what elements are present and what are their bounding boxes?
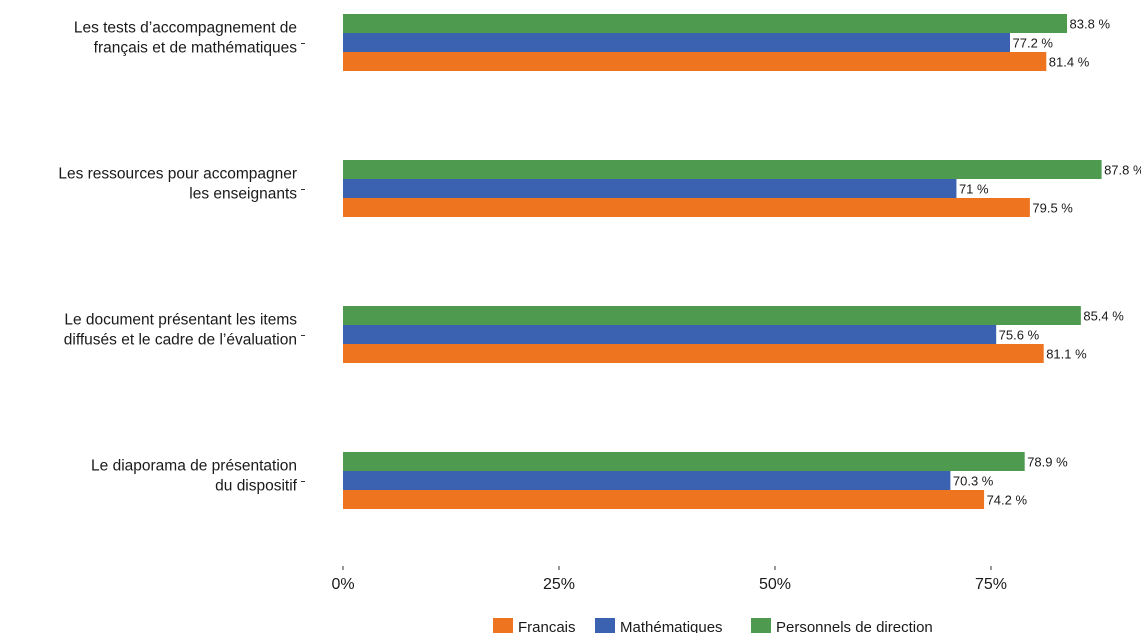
bar-mathématiques-1 [343,179,957,198]
legend-swatch-mathématiques [595,618,615,633]
data-label-background [957,181,989,197]
data-label: 81.4 % [1049,55,1090,70]
data-label-background [1102,162,1141,178]
category-label: Le document présentant les items [64,312,297,329]
x-axis: 0% 25% 50% 75% [331,566,1007,593]
data-label: 70.3 % [953,474,994,489]
data-label-background [1081,308,1128,324]
bar-personnels-de-direction-2 [343,306,1081,325]
data-label: 87.8 % [1104,163,1141,178]
legend-label: Personnels de direction [776,619,933,633]
category-label: Les ressources pour accompagner [58,166,297,183]
data-label: 78.9 % [1027,455,1068,470]
category-label: Les tests d’accompagnement de [74,20,297,37]
bar-personnels-de-direction-0 [343,14,1068,33]
data-label-background [1044,346,1091,362]
x-tick-label: 75% [975,576,1007,593]
data-label-background [1047,54,1093,70]
legend-label: Francais [518,619,576,633]
legend: Francais Mathématiques Personnels de direc… [493,618,933,633]
data-label-background [1030,200,1077,216]
x-tick-label: 0% [331,576,354,593]
legend-swatch-francais [493,618,513,633]
bar-personnels-de-direction-3 [343,452,1025,471]
legend-label: Mathématiques [620,619,723,633]
data-label: 85.4 % [1083,309,1124,324]
data-label-background [1011,35,1057,51]
data-label: 71 % [959,182,989,197]
data-label: 74.2 % [987,493,1028,508]
x-tick-label: 50% [759,576,791,593]
bar-mathématiques-2 [343,325,997,344]
category-label: français et de mathématiques [94,40,298,57]
data-label: 81.1 % [1046,347,1087,362]
category-label: diffusés et le cadre de l’évaluation [64,332,297,349]
category-label: Le diaporama de présentation [91,458,297,475]
bars-group: 83.8 % 77.2 % 81.4 % 87.8 % 71 % 79.5 % 85.4 %… [343,14,1141,509]
bar-mathématiques-0 [343,33,1011,52]
data-label: 83.8 % [1070,17,1111,32]
bar-francais-1 [343,198,1030,217]
bar-mathématiques-3 [343,471,951,490]
data-label: 79.5 % [1032,201,1073,216]
data-label-background [1025,454,1072,470]
data-label-background [985,492,1031,508]
category-label: les enseignants [189,186,297,203]
data-label: 75.6 % [999,328,1040,343]
category-label: du dispositif [215,478,298,495]
data-label: 77.2 % [1013,36,1054,51]
bar-personnels-de-direction-1 [343,160,1102,179]
x-tick-label: 25% [543,576,575,593]
data-label-background [1068,16,1114,32]
bar-francais-2 [343,344,1044,363]
data-label-background [997,327,1043,343]
data-label-background [951,473,997,489]
legend-swatch-personnels-de-direction [751,618,771,633]
category-labels: Les tests d’accompagnement de français et… [58,20,305,495]
bar-francais-3 [343,490,985,509]
bar-francais-0 [343,52,1047,71]
